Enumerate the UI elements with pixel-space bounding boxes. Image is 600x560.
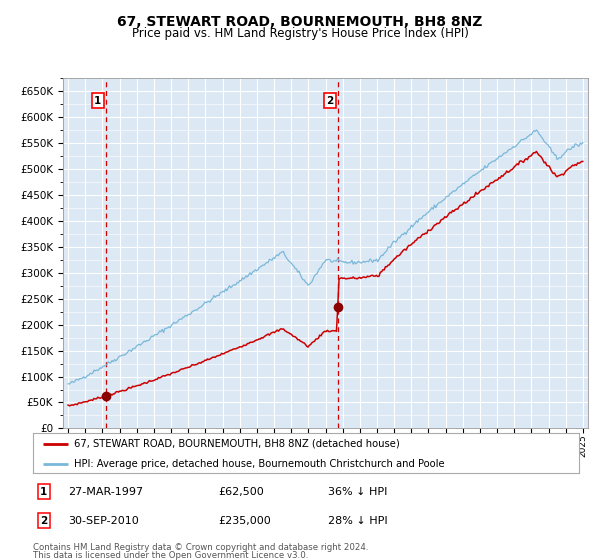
Text: 67, STEWART ROAD, BOURNEMOUTH, BH8 8NZ: 67, STEWART ROAD, BOURNEMOUTH, BH8 8NZ xyxy=(118,15,482,29)
Text: 1: 1 xyxy=(40,487,47,497)
Text: 30-SEP-2010: 30-SEP-2010 xyxy=(68,516,139,526)
Text: 2: 2 xyxy=(40,516,47,526)
Text: £62,500: £62,500 xyxy=(218,487,265,497)
Text: 67, STEWART ROAD, BOURNEMOUTH, BH8 8NZ (detached house): 67, STEWART ROAD, BOURNEMOUTH, BH8 8NZ (… xyxy=(74,439,400,449)
Text: Contains HM Land Registry data © Crown copyright and database right 2024.: Contains HM Land Registry data © Crown c… xyxy=(33,543,368,552)
Text: £235,000: £235,000 xyxy=(218,516,271,526)
Text: 27-MAR-1997: 27-MAR-1997 xyxy=(68,487,143,497)
Text: HPI: Average price, detached house, Bournemouth Christchurch and Poole: HPI: Average price, detached house, Bour… xyxy=(74,459,445,469)
Text: This data is licensed under the Open Government Licence v3.0.: This data is licensed under the Open Gov… xyxy=(33,551,308,560)
Text: 36% ↓ HPI: 36% ↓ HPI xyxy=(328,487,387,497)
Text: 28% ↓ HPI: 28% ↓ HPI xyxy=(328,516,388,526)
Text: Price paid vs. HM Land Registry's House Price Index (HPI): Price paid vs. HM Land Registry's House … xyxy=(131,27,469,40)
Text: 2: 2 xyxy=(326,96,334,106)
Text: 1: 1 xyxy=(94,96,101,106)
